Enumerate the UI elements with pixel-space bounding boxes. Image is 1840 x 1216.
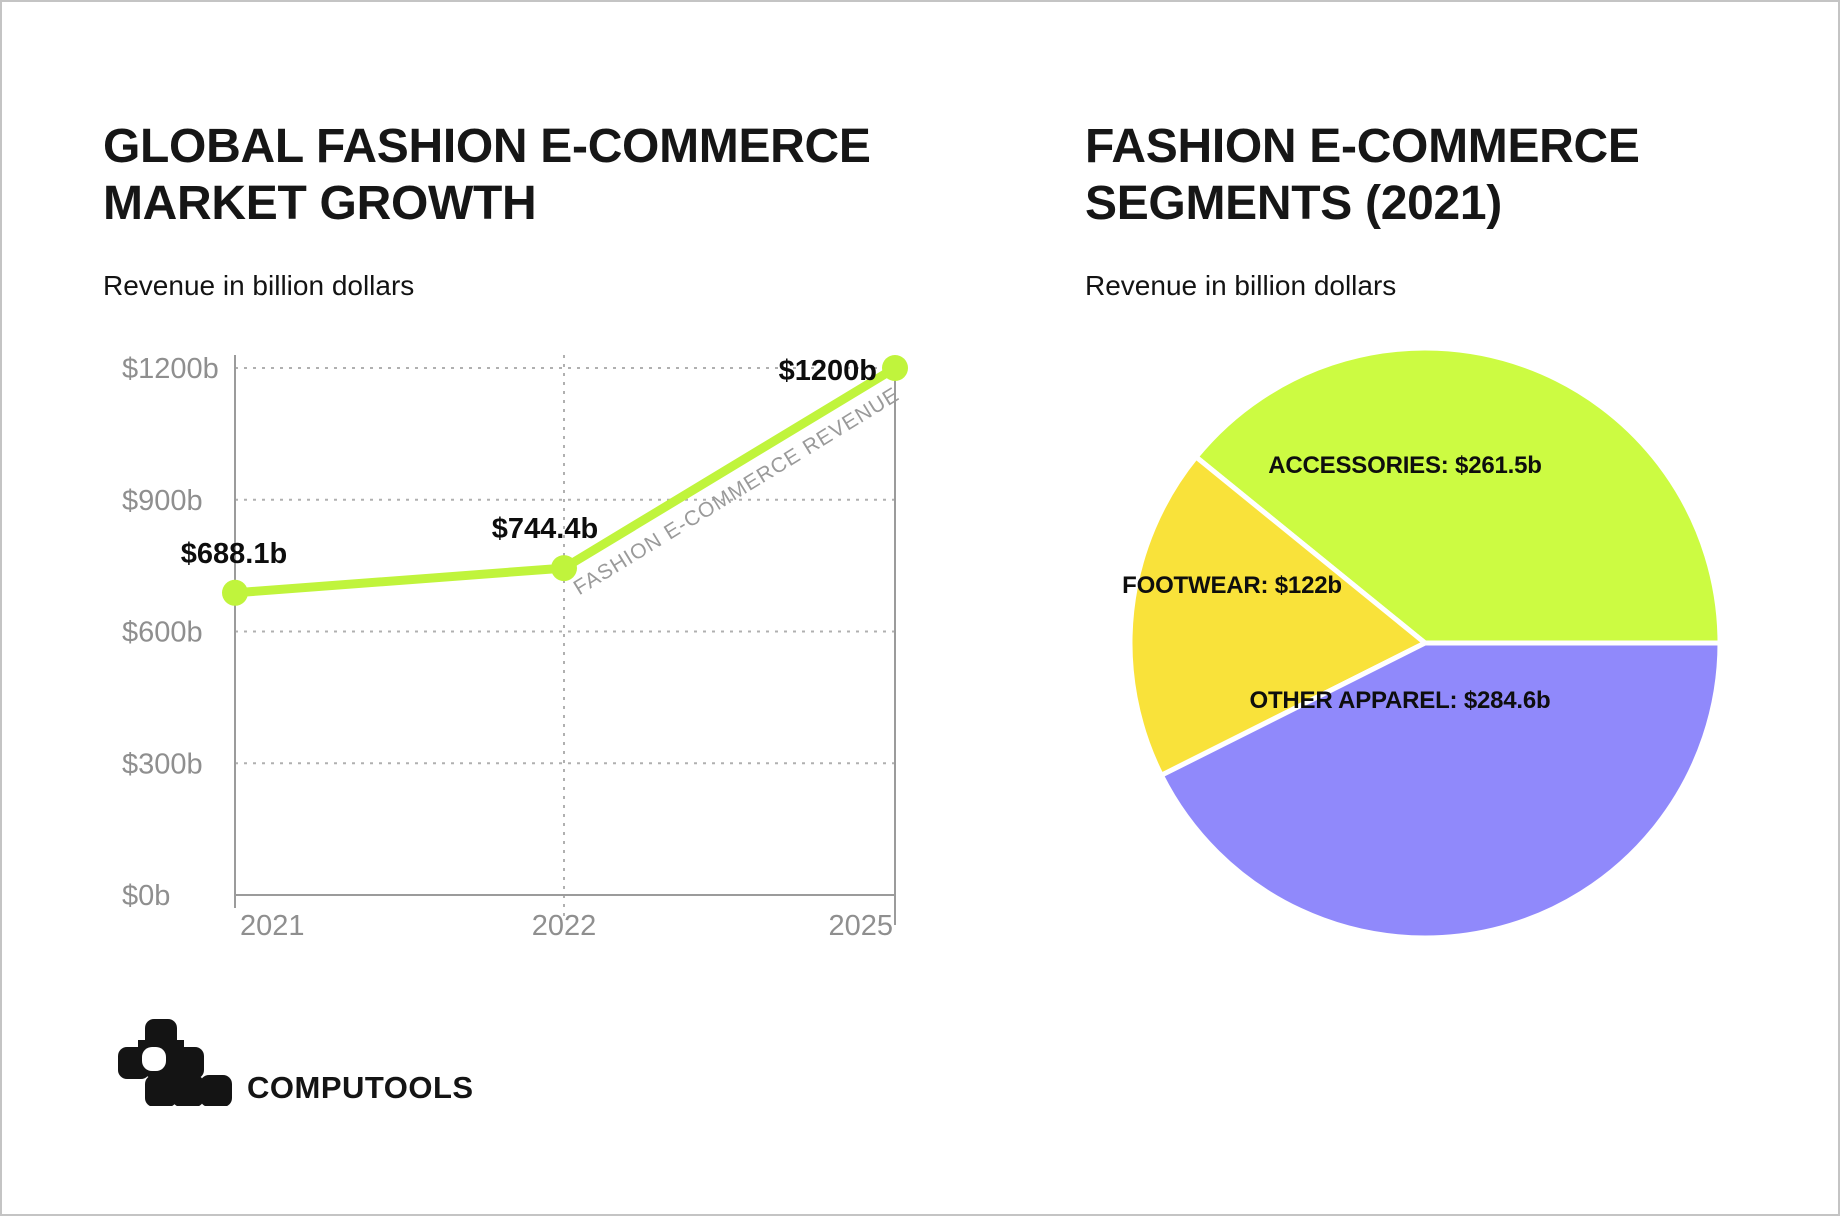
x-tick-label: 2025 xyxy=(828,910,893,942)
pie-slice-label: OTHER APPAREL: $284.6b xyxy=(1249,687,1550,714)
line-chart: $0b $300b $600b $900b $1200b 2021 2022 2025 $688… xyxy=(122,353,908,942)
data-point-label: $1200b xyxy=(779,355,877,387)
pie-chart-title-line2: SEGMENTS (2021) xyxy=(1085,177,1502,231)
pie-chart-subtitle: Revenue in billion dollars xyxy=(1085,270,1397,301)
data-point-marker xyxy=(551,555,577,582)
data-point-label: $688.1b xyxy=(181,538,287,570)
pie-chart-title-line1: FASHION E-COMMERCE xyxy=(1085,120,1640,173)
line-chart-title-line1: GLOBAL FASHION E-COMMERCE xyxy=(103,120,871,173)
line-chart-title: GLOBAL FASHION E-COMMERCE MARKET GROWTH xyxy=(103,118,871,232)
data-point-marker xyxy=(222,579,248,606)
y-tick-label: $300b xyxy=(122,748,203,780)
line-chart-title-line2: MARKET GROWTH xyxy=(103,177,537,231)
pie-slice-footwear xyxy=(1127,454,1428,778)
pie-chart: ACCESSORIES: $261.5b FOOTWEAR: $122b OTHER… xyxy=(1122,345,1723,941)
x-tick-label: 2022 xyxy=(532,910,597,942)
brand-name: COMPUTOOLS xyxy=(247,1070,474,1105)
y-tick-label: $900b xyxy=(122,485,203,517)
data-point-marker xyxy=(882,355,908,381)
y-tick-label: $0b xyxy=(122,880,170,912)
y-tick-label: $600b xyxy=(122,617,203,649)
pie-slice-accessories xyxy=(1193,345,1723,646)
y-tick-label: $1200b xyxy=(122,353,219,385)
series-inline-label: FASHION E-COMMERCE REVENUE xyxy=(570,383,904,600)
data-point-label: $744.4b xyxy=(492,513,598,545)
x-tick-label: 2021 xyxy=(240,910,305,942)
pie-slice-other-apparel xyxy=(1158,640,1723,941)
pie-slice-label: ACCESSORIES: $261.5b xyxy=(1268,452,1541,479)
line-chart-subtitle: Revenue in billion dollars xyxy=(103,270,415,301)
pie-slice-label: FOOTWEAR: $122b xyxy=(1122,572,1342,599)
computools-logo-icon xyxy=(118,1019,232,1106)
pie-chart-title: FASHION E-COMMERCE SEGMENTS (2021) xyxy=(1085,118,1640,232)
